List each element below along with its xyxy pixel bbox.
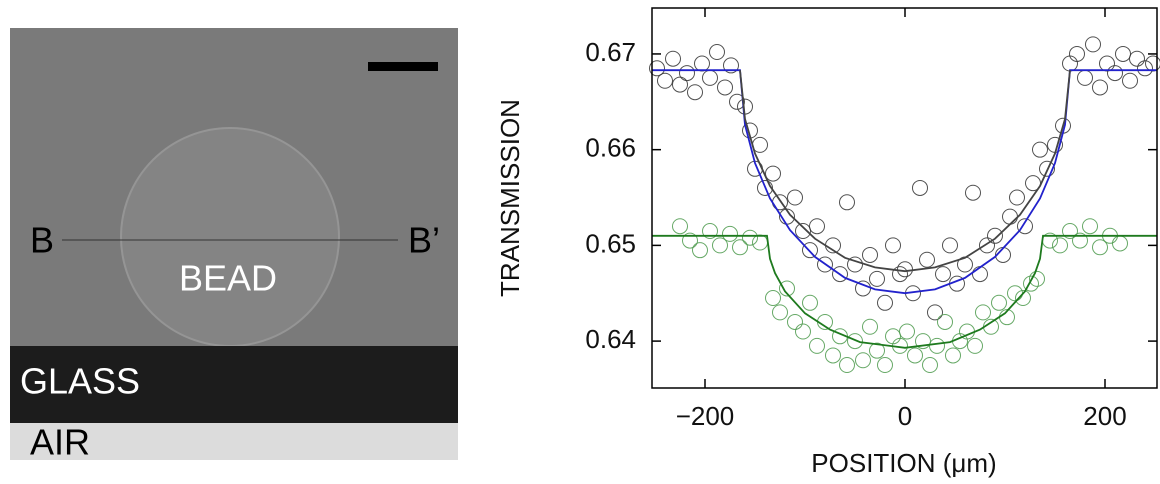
data-point [938, 314, 953, 329]
data-point [695, 56, 710, 71]
data-point [878, 358, 893, 373]
y-tick-label: 0.64 [585, 324, 636, 354]
data-point [1010, 190, 1025, 205]
fit-line [740, 70, 1070, 271]
data-point [920, 252, 935, 267]
data-point [908, 348, 923, 363]
data-point [840, 358, 855, 373]
data-point [973, 267, 988, 282]
bead-label: BEAD [179, 258, 277, 299]
glass-label: GLASS [20, 361, 140, 402]
data-point [796, 324, 811, 339]
data-point [1130, 51, 1145, 66]
data-point [1053, 238, 1068, 253]
y-tick-label: 0.65 [585, 228, 636, 258]
data-point [863, 319, 878, 334]
data-point [1003, 209, 1018, 224]
data-point [1078, 70, 1093, 85]
data-point [930, 338, 945, 353]
x-axis-title: POSITION (μm) [811, 448, 996, 478]
data-point [773, 305, 788, 320]
data-point [693, 243, 708, 258]
data-point [886, 238, 901, 253]
data-point [1138, 61, 1153, 76]
data-point [733, 240, 748, 255]
data-point [803, 295, 818, 310]
data-point [863, 247, 878, 262]
data-point [710, 45, 725, 60]
data-point [928, 305, 943, 320]
data-point [1108, 66, 1123, 81]
data-point [680, 66, 695, 81]
data-point [923, 358, 938, 373]
x-tick-label: 200 [1083, 401, 1126, 431]
marker-label: B [30, 220, 54, 261]
x-tick-label: −200 [676, 401, 735, 431]
data-point [1083, 219, 1098, 234]
data-point [1123, 73, 1138, 88]
data-point [1093, 80, 1108, 95]
data-point [723, 226, 738, 241]
data-point [753, 235, 768, 250]
data-point [870, 271, 885, 286]
y-tick-label: 0.67 [585, 37, 636, 67]
fit-line [652, 236, 1157, 348]
data-point [666, 51, 681, 66]
data-point [1116, 46, 1131, 61]
data-point [766, 291, 781, 306]
data-point [658, 73, 673, 88]
data-point [992, 295, 1007, 310]
data-point [976, 305, 991, 320]
data-point [900, 324, 915, 339]
data-point [936, 267, 951, 282]
air-label: AIR [30, 422, 90, 463]
data-point [1033, 142, 1048, 157]
y-tick-label: 0.66 [585, 133, 636, 163]
scale-bar [368, 62, 438, 71]
plot: −200 0 200 0.64 0.65 0.66 0.67 [585, 8, 1160, 431]
data-point [788, 190, 803, 205]
data-point [703, 70, 718, 85]
data-point [1086, 37, 1101, 52]
data-point [1008, 286, 1023, 301]
data-point [886, 329, 901, 344]
data-point [946, 348, 961, 363]
data-point [688, 85, 703, 100]
data-point [878, 295, 893, 310]
data-point [1100, 56, 1115, 71]
bead-shape [121, 128, 339, 346]
data-point [898, 262, 913, 277]
data-point [1113, 236, 1128, 251]
data-point [766, 166, 781, 181]
data-point [810, 219, 825, 234]
x-tick-label: 0 [898, 401, 912, 431]
data-point [856, 353, 871, 368]
data-point [826, 348, 841, 363]
marker-label: B’ [408, 220, 440, 261]
data-point [848, 334, 863, 349]
data-point [966, 185, 981, 200]
data-point [673, 219, 688, 234]
data-point [893, 267, 908, 282]
micrograph: B B’ BEAD GLASS AIR [10, 28, 458, 463]
data-point [810, 338, 825, 353]
data-point [943, 238, 958, 253]
data-point [840, 195, 855, 210]
plot-frame [652, 8, 1157, 388]
data-point [1070, 46, 1085, 61]
data-point [1063, 56, 1078, 71]
fit-line [652, 70, 1157, 293]
data-point [788, 314, 803, 329]
data-point [743, 230, 758, 245]
data-point [718, 80, 733, 95]
data-point [913, 180, 928, 195]
y-axis-title: TRANSMISSION [495, 99, 525, 297]
data-point [968, 338, 983, 353]
data-point [673, 77, 688, 92]
